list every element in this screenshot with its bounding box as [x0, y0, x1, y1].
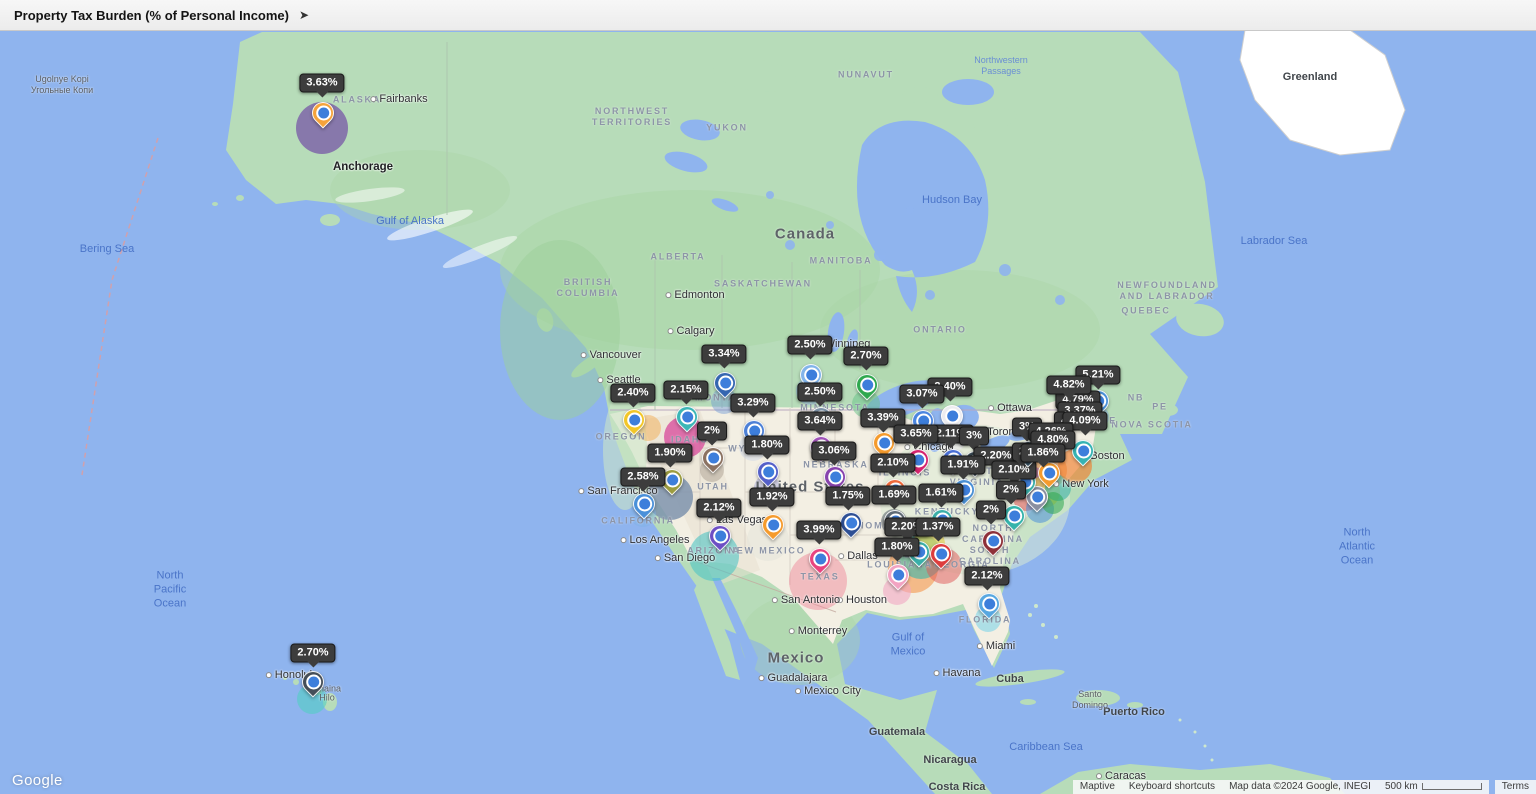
marker-value-tag[interactable]: 1.86%	[1020, 443, 1066, 463]
map-pin-icon[interactable]	[628, 488, 660, 520]
marker-value-tag[interactable]: 2.10%	[870, 453, 916, 473]
marker-value-tag[interactable]: 1.61%	[918, 483, 964, 503]
marker-value-tag[interactable]: 3%	[959, 426, 989, 446]
google-logo[interactable]: Google	[12, 772, 63, 789]
marker-value-tag[interactable]: 4.82%	[1046, 375, 1092, 395]
map-pin-icon[interactable]	[882, 559, 914, 591]
map-pin-icon[interactable]	[973, 588, 1005, 620]
marker-value-tag[interactable]: 2.70%	[290, 643, 336, 663]
map-pin-icon[interactable]	[752, 456, 784, 488]
marker-value-tag[interactable]: 2%	[996, 480, 1026, 500]
maptive-link[interactable]: Maptive	[1072, 780, 1122, 794]
map-pin-icon[interactable]	[297, 666, 329, 698]
attribution-bar: Maptive Keyboard shortcuts Map data ©202…	[1072, 780, 1536, 794]
map-pin-icon[interactable]	[757, 509, 789, 541]
map-pin-icon[interactable]	[307, 97, 339, 129]
marker-value-tag[interactable]: 4.09%	[1062, 411, 1108, 431]
keyboard-shortcuts-button[interactable]: Keyboard shortcuts	[1121, 780, 1223, 794]
marker-value-tag[interactable]: 1.69%	[871, 485, 917, 505]
marker-value-tag[interactable]: 3.65%	[893, 424, 939, 444]
map-data-attribution: Map data ©2024 Google, INEGI	[1222, 780, 1378, 794]
marker-value-tag[interactable]: 3.06%	[811, 441, 857, 461]
map-scale-control[interactable]: 500 km	[1377, 780, 1489, 794]
marker-value-tag[interactable]: 2.58%	[620, 467, 666, 487]
map-scale-bar	[1421, 782, 1482, 790]
terms-link[interactable]: Terms	[1494, 780, 1536, 794]
marker-value-tag[interactable]: 2.70%	[843, 346, 889, 366]
marker-value-tag[interactable]: 2.50%	[787, 335, 833, 355]
marker-value-tag[interactable]: 1.37%	[915, 517, 961, 537]
marker-value-tag[interactable]: 2.40%	[610, 383, 656, 403]
marker-value-tag[interactable]: 3.64%	[797, 411, 843, 431]
marker-value-tag[interactable]: 3.34%	[701, 344, 747, 364]
page-title: Property Tax Burden (% of Personal Incom…	[14, 7, 289, 23]
map-canvas[interactable]: Ugolnye Kopi Угольные Копи Bering Sea Gulf…	[0, 30, 1536, 794]
expand-arrow-icon[interactable]: ➤	[298, 8, 310, 22]
map-pin-icon[interactable]	[977, 525, 1009, 557]
marker-value-tag[interactable]: 3.99%	[796, 520, 842, 540]
marker-value-tag[interactable]: 1.91%	[940, 455, 986, 475]
marker-value-tag[interactable]: 2.12%	[696, 498, 742, 518]
marker-value-tag[interactable]: 2.15%	[663, 380, 709, 400]
markers-layer: 3.63% 2.70% 2.50% 3.34% 2.70% 2.40% 2.15% 2.40%…	[0, 30, 1536, 794]
marker-value-tag[interactable]: 1.90%	[647, 443, 693, 463]
marker-value-tag[interactable]: 2%	[976, 500, 1006, 520]
marker-value-tag[interactable]: 3.07%	[899, 384, 945, 404]
map-pin-icon[interactable]	[851, 369, 883, 401]
map-pin-icon[interactable]	[697, 442, 729, 474]
marker-value-tag[interactable]: 2.50%	[797, 382, 843, 402]
map-geography	[0, 30, 1536, 794]
marker-value-tag[interactable]: 2.12%	[964, 566, 1010, 586]
marker-value-tag[interactable]: 2%	[697, 421, 727, 441]
marker-value-tag[interactable]: 1.75%	[825, 486, 871, 506]
marker-value-tag[interactable]: 1.80%	[744, 435, 790, 455]
marker-value-tag[interactable]: 3.39%	[860, 408, 906, 428]
marker-value-tag[interactable]: 1.80%	[874, 537, 920, 557]
title-bar: Property Tax Burden (% of Personal Incom…	[0, 0, 1536, 31]
map-pin-icon[interactable]	[704, 520, 736, 552]
map-scale-label: 500 km	[1384, 781, 1418, 792]
map-pin-icon[interactable]	[804, 543, 836, 575]
map-pin-icon[interactable]	[618, 404, 650, 436]
marker-value-tag[interactable]: 1.92%	[749, 487, 795, 507]
marker-value-tag[interactable]: 3.63%	[299, 73, 345, 93]
map-pin-icon[interactable]	[925, 538, 957, 570]
marker-value-tag[interactable]: 3.29%	[730, 393, 776, 413]
